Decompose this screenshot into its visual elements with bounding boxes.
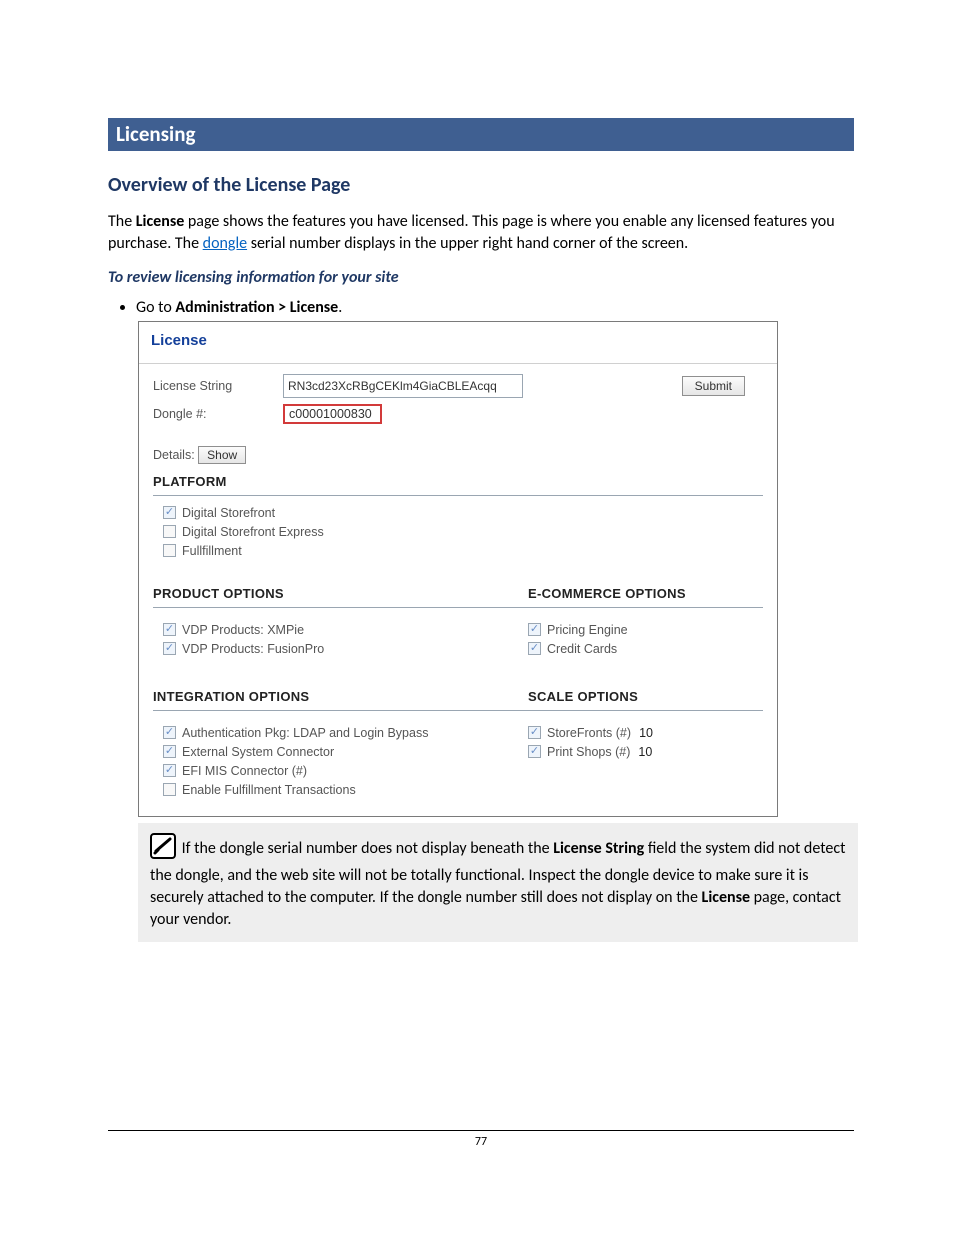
checkbox-item[interactable]: StoreFronts (#) 10: [528, 726, 763, 740]
checkbox-label: EFI MIS Connector (#): [182, 764, 307, 778]
text: Go to: [136, 298, 175, 317]
checkbox-item[interactable]: VDP Products: FusionPro: [163, 642, 518, 656]
checkbox-item[interactable]: External System Connector: [163, 745, 518, 759]
details-label: Details:: [153, 448, 195, 462]
checkbox-label: External System Connector: [182, 745, 334, 759]
dongle-label: Dongle #:: [153, 407, 283, 421]
text: The: [108, 212, 136, 231]
checkbox-item[interactable]: Enable Fulfillment Transactions: [163, 783, 518, 797]
dongle-link[interactable]: dongle: [203, 234, 247, 253]
text: .: [338, 298, 342, 317]
checkbox-icon: [528, 745, 541, 758]
checkbox-icon: [163, 764, 176, 777]
text-bold: License String: [553, 839, 644, 858]
checkbox-icon: [163, 745, 176, 758]
text: If the dongle serial number does not dis…: [182, 839, 554, 858]
checkbox-label: Digital Storefront: [182, 506, 275, 520]
checkbox-item[interactable]: VDP Products: XMPie: [163, 623, 518, 637]
checkbox-icon: [528, 726, 541, 739]
note-box: If the dongle serial number does not dis…: [138, 823, 858, 942]
checkbox-label: Print Shops (#): [547, 745, 630, 759]
checkbox-icon: [163, 544, 176, 557]
checkbox-label: Credit Cards: [547, 642, 617, 656]
scale-value: 10: [638, 745, 652, 759]
checkbox-item[interactable]: Print Shops (#) 10: [528, 745, 763, 759]
license-string-label: License String: [153, 379, 283, 393]
checkbox-icon: [163, 525, 176, 538]
checkbox-icon: [163, 623, 176, 636]
text-bold: License: [136, 212, 184, 231]
platform-heading: PLATFORM: [153, 474, 763, 496]
procedure-step: Go to Administration > License.: [136, 297, 854, 319]
overview-heading: Overview of the License Page: [108, 173, 854, 197]
note-icon: [150, 833, 176, 866]
section-band: Licensing: [108, 118, 854, 151]
ecommerce-options-heading: E-COMMERCE OPTIONS: [528, 586, 763, 608]
license-string-input[interactable]: [283, 374, 523, 398]
text: serial number displays in the upper righ…: [247, 234, 688, 253]
checkbox-icon: [528, 642, 541, 655]
checkbox-item[interactable]: Pricing Engine: [528, 623, 763, 637]
checkbox-icon: [163, 726, 176, 739]
checkbox-item[interactable]: Fullfillment: [163, 544, 763, 558]
checkbox-label: Fullfillment: [182, 544, 242, 558]
submit-button[interactable]: Submit: [682, 376, 745, 396]
checkbox-icon: [163, 783, 176, 796]
checkbox-item[interactable]: Digital Storefront Express: [163, 525, 763, 539]
product-options-heading: PRODUCT OPTIONS: [153, 586, 528, 608]
checkbox-item[interactable]: EFI MIS Connector (#): [163, 764, 518, 778]
scale-options-heading: SCALE OPTIONS: [528, 689, 763, 711]
scale-value: 10: [639, 726, 653, 740]
page-number: 77: [475, 1135, 487, 1149]
license-screenshot: License License String Submit Dongle #: …: [138, 321, 778, 817]
intro-paragraph: The License page shows the features you …: [108, 211, 854, 254]
checkbox-icon: [163, 506, 176, 519]
checkbox-label: VDP Products: XMPie: [182, 623, 304, 637]
page-footer: 77: [108, 1130, 854, 1149]
text-bold: License: [702, 888, 750, 907]
procedure-title: To review licensing information for your…: [108, 268, 854, 287]
checkbox-label: Digital Storefront Express: [182, 525, 324, 539]
panel-title: License: [139, 322, 777, 364]
checkbox-item[interactable]: Authentication Pkg: LDAP and Login Bypas…: [163, 726, 518, 740]
checkbox-label: Authentication Pkg: LDAP and Login Bypas…: [182, 726, 428, 740]
dongle-value: c00001000830: [283, 404, 382, 424]
checkbox-icon: [163, 642, 176, 655]
checkbox-label: Pricing Engine: [547, 623, 628, 637]
integration-options-heading: INTEGRATION OPTIONS: [153, 689, 528, 711]
checkbox-icon: [528, 623, 541, 636]
checkbox-item[interactable]: Credit Cards: [528, 642, 763, 656]
checkbox-item[interactable]: Digital Storefront: [163, 506, 763, 520]
text-bold: Administration > License: [175, 298, 338, 317]
show-button[interactable]: Show: [198, 446, 246, 464]
checkbox-label: StoreFronts (#): [547, 726, 631, 740]
checkbox-label: Enable Fulfillment Transactions: [182, 783, 356, 797]
checkbox-label: VDP Products: FusionPro: [182, 642, 324, 656]
